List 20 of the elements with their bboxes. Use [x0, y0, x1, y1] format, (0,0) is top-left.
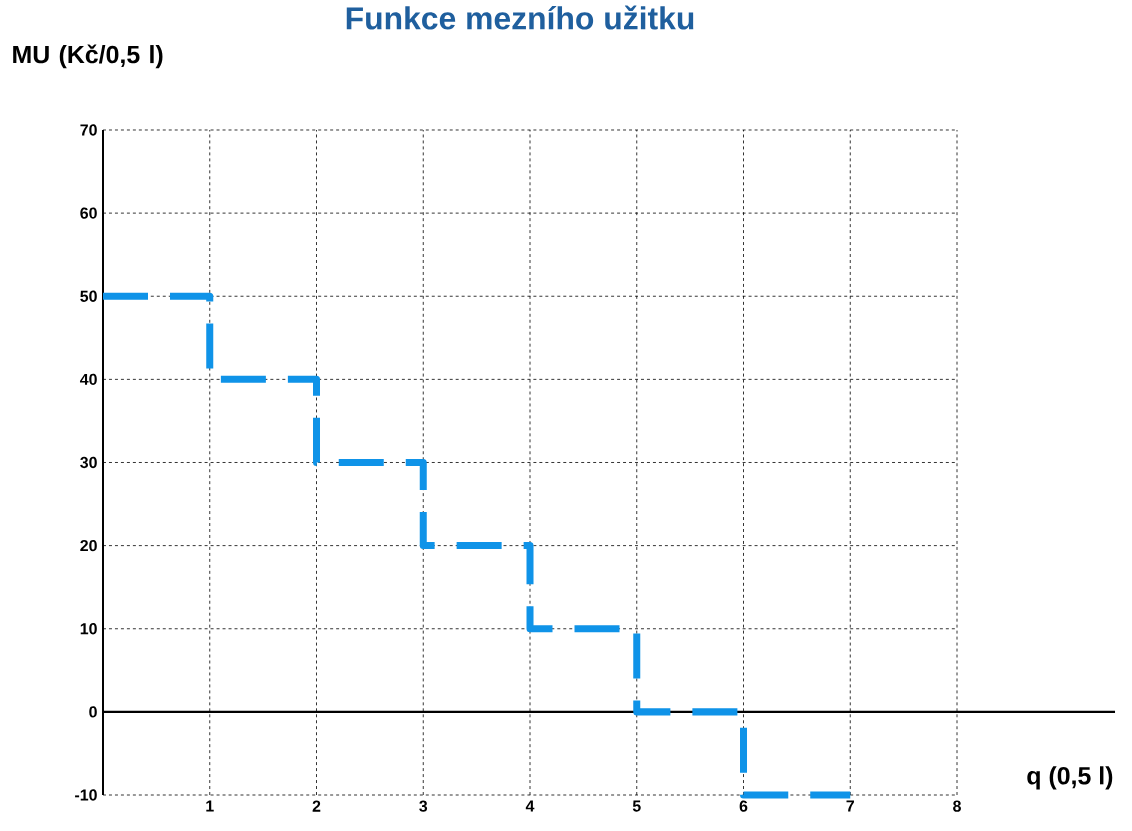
y-tick-label: 70 [80, 124, 97, 136]
y-tick-label: 10 [80, 623, 97, 635]
y-axis-title: MU (Kč/0,5 l) [13, 44, 163, 69]
y-tick-label: 0 [89, 706, 97, 718]
y-tick-label: -10 [75, 789, 97, 801]
x-axis-title: q (0,5 l) [1027, 766, 1113, 790]
x-tick-label: 3 [419, 800, 428, 812]
x-tick-label: 8 [953, 800, 961, 812]
x-tick-label: 4 [525, 800, 535, 812]
x-tick-label: 7 [846, 800, 854, 812]
x-tick-label: 6 [739, 800, 748, 812]
x-tick-label: 2 [312, 800, 321, 812]
x-tick-label: 5 [632, 800, 641, 812]
x-tick-label: 1 [206, 800, 214, 812]
y-tick-label: 20 [80, 539, 97, 552]
y-tick-label: 60 [80, 207, 97, 219]
chart-title: Funkce mezního užitku [346, 5, 694, 30]
y-tick-label: 30 [80, 456, 97, 469]
y-tick-label: 40 [79, 373, 97, 386]
y-tick-label: 50 [80, 290, 97, 302]
